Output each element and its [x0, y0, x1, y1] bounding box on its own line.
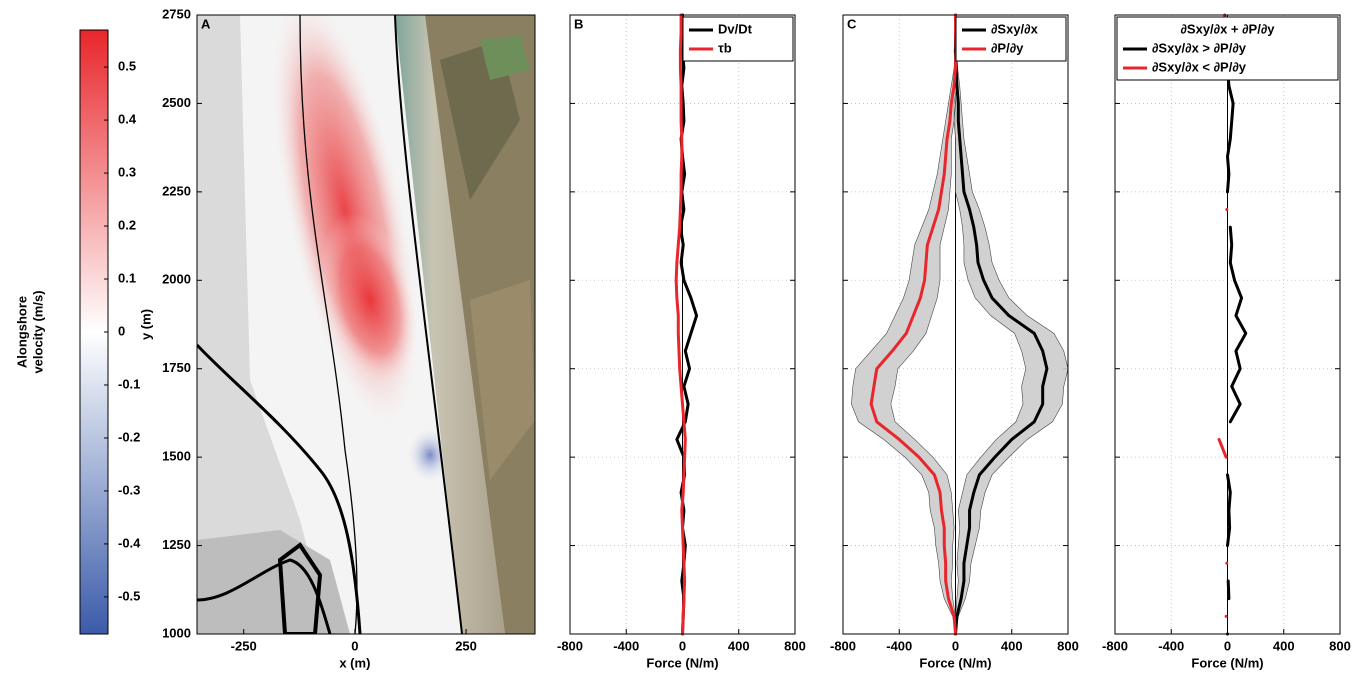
x-tick-label: 400	[1273, 638, 1295, 653]
colorbar-tick-label: -0.3	[118, 482, 140, 497]
error-band	[953, 15, 1069, 635]
x-tick-label: -800	[557, 638, 583, 653]
panel-label: B	[574, 16, 583, 31]
colorbar-tick-label: 0.5	[118, 59, 136, 74]
colorbar-tick-label: -0.2	[118, 429, 140, 444]
data-line	[674, 13, 687, 636]
colorbar-label: velocity (m/s)	[30, 290, 45, 373]
colorbar-tick-label: 0.2	[118, 217, 136, 232]
x-tick-label: -400	[886, 638, 912, 653]
x-axis-label: x (m)	[339, 655, 370, 670]
y-tick-label: 2000	[162, 272, 191, 287]
colorbar-tick-label: 0.3	[118, 164, 136, 179]
colorbar-tick-label: 0.1	[118, 270, 136, 285]
x-tick-label: 0	[679, 638, 686, 653]
x-tick-label: 800	[1057, 638, 1079, 653]
colorbar-tick-label: -0.1	[118, 376, 140, 391]
x-tick-label: 400	[728, 638, 750, 653]
colorbar-tick-label: 0	[118, 323, 125, 338]
y-tick-label: 1250	[162, 537, 191, 552]
x-tick-label: 0	[351, 638, 358, 653]
y-tick-label: 1000	[162, 625, 191, 640]
y-axis-label: y (m)	[138, 309, 153, 340]
plot-frame	[1114, 14, 1341, 635]
plot-frame	[842, 14, 1069, 635]
legend-label: ∂P/∂y	[991, 40, 1024, 55]
legend-label: τb	[718, 40, 732, 55]
data-line	[1217, 13, 1229, 618]
x-tick-label: -250	[231, 638, 257, 653]
map-frame	[196, 14, 536, 635]
x-tick-label: -400	[613, 638, 639, 653]
legend-label: ∂Sxy/∂x < ∂P/∂y	[1152, 59, 1247, 74]
error-band	[851, 15, 958, 635]
x-axis-label: Force (N/m)	[1191, 655, 1263, 670]
x-tick-label: 800	[1329, 638, 1351, 653]
legend-label: ∂Sxy/∂x > ∂P/∂y	[1152, 40, 1247, 55]
colorbar-tick-label: 0.4	[118, 112, 137, 127]
colorbar	[79, 29, 109, 635]
legend	[955, 16, 1067, 62]
x-tick-label: 0	[952, 638, 959, 653]
colorbar-tick-label: -0.4	[118, 535, 141, 550]
x-axis-label: Force (N/m)	[919, 655, 991, 670]
colorbar-label: Alongshore	[14, 296, 29, 368]
legend-label: ∂Sxy/∂x	[991, 21, 1039, 36]
legend-label: Dv/Dt	[718, 21, 753, 36]
panel-label: C	[847, 16, 857, 31]
x-tick-label: 0	[1224, 638, 1231, 653]
legend-title: ∂Sxy/∂x + ∂P/∂y	[1181, 21, 1276, 36]
y-tick-label: 2250	[162, 183, 191, 198]
x-tick-label: -400	[1158, 638, 1184, 653]
colorbar-tick-label: -0.5	[118, 588, 140, 603]
legend	[682, 16, 794, 62]
y-tick-label: 1500	[162, 449, 191, 464]
legend	[1116, 16, 1339, 81]
x-tick-label: 800	[784, 638, 806, 653]
plot-frame	[569, 14, 796, 635]
x-axis-label: Force (N/m)	[646, 655, 718, 670]
x-tick-label: 250	[455, 638, 477, 653]
data-line	[954, 13, 1049, 636]
y-tick-label: 2750	[162, 6, 191, 21]
x-tick-label: -800	[1102, 638, 1128, 653]
y-tick-label: 2500	[162, 95, 191, 110]
map-background	[197, 15, 535, 634]
x-tick-label: -800	[830, 638, 856, 653]
y-tick-label: 1750	[162, 360, 191, 375]
data-line	[869, 13, 958, 636]
panel-label: A	[201, 16, 211, 31]
x-tick-label: 400	[1001, 638, 1023, 653]
